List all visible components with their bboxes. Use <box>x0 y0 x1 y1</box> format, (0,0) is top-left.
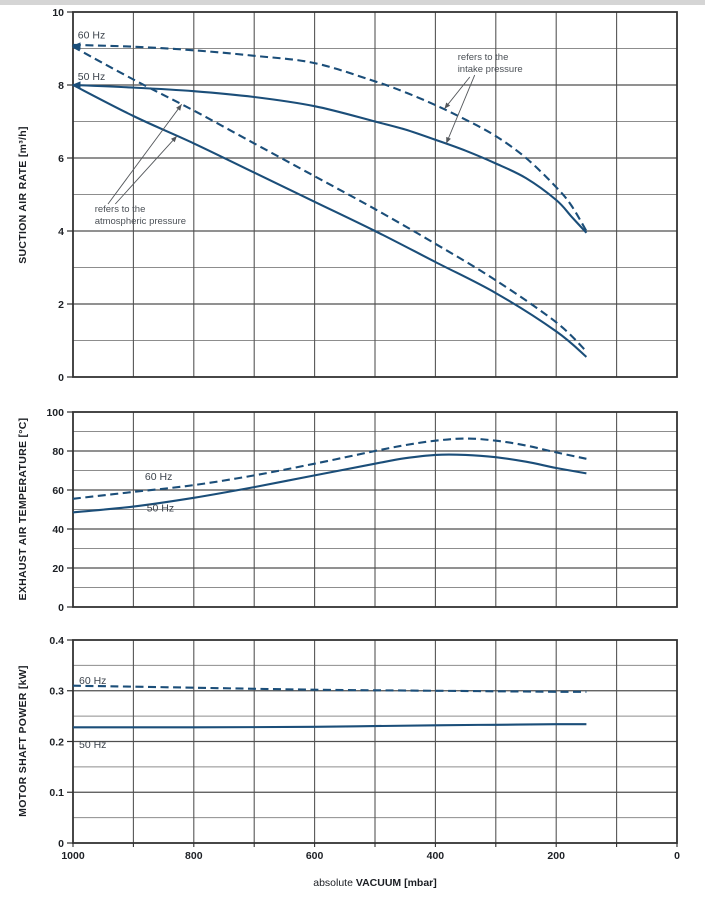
y-tick-label: 0.4 <box>49 635 64 647</box>
x-tick-label: 0 <box>674 850 680 862</box>
annotation-arrowhead-icon <box>176 104 182 111</box>
y-tick-label: 0.1 <box>49 787 64 799</box>
series-50hz-intake-pressure-intake-pressure <box>72 83 588 234</box>
series-50hz <box>72 453 587 514</box>
curve-label-60-hz: 60 Hz <box>79 675 106 687</box>
series-60hz-intake-pressure-intake-pressure <box>72 43 588 232</box>
y-tick-label: 80 <box>52 446 64 458</box>
annotation-arrowhead-icon <box>444 102 451 109</box>
y-tick-label: 20 <box>52 563 64 575</box>
curve-label-60-hz: 60 Hz <box>78 30 105 42</box>
curve-start-arrow-icon <box>71 81 81 89</box>
y-tick-label: 100 <box>46 407 64 419</box>
y-tick-label: 0 <box>58 838 64 850</box>
y-tick-label: 0.2 <box>49 736 64 748</box>
y-tick-label: 0 <box>58 602 64 614</box>
series-60hz-atmospheric-pressure-atmospheric-pressure <box>72 45 588 353</box>
curve-label-50-hz: 50 Hz <box>79 739 106 751</box>
y-tick-label: 8 <box>58 80 64 92</box>
x-tick-label: 600 <box>306 850 324 862</box>
y-tick-label: 0.3 <box>49 686 64 698</box>
exhaust-air-temperature-chart: 0 20 40 60 80 100 60 Hz 50 Hz <box>46 407 678 614</box>
y-tick-label: 6 <box>58 153 64 165</box>
series-50hz-atmospheric-pressure-atmospheric-pressure <box>72 84 588 358</box>
x-axis-title: absolute VACUUM [mbar] <box>313 877 437 889</box>
y-tick-label: 2 <box>58 299 64 311</box>
y-axis-title-exhaust-air-temperature: EXHAUST AIR TEMPERATURE [°C] <box>17 417 29 601</box>
curve-start-arrow-icon <box>71 42 81 50</box>
plot-frame <box>72 11 678 378</box>
annotation-arrowhead-icon <box>171 136 177 143</box>
y-tick-label: 0 <box>58 372 64 384</box>
y-axis-title-suction-air-rate: SUCTION AIR RATE [m³/h] <box>17 126 29 264</box>
page-top-border <box>0 0 705 5</box>
x-tick-label: 400 <box>427 850 445 862</box>
curve-label-60-hz: 60 Hz <box>145 471 172 483</box>
motor-shaft-power-chart: 0 0.1 0.2 0.3 0.4 1000 800 600 400 200 0 60 Hz 50 Hz <box>49 635 680 862</box>
plot-frame <box>72 411 678 608</box>
x-axis-title-prefix: absolute <box>313 877 353 889</box>
series-60hz <box>72 684 587 693</box>
annotation-text: atmospheric pressure <box>95 216 186 227</box>
x-tick-label: 800 <box>185 850 203 862</box>
annotation-text: intake pressure <box>458 64 523 75</box>
annotation-leader-line <box>444 76 471 109</box>
annotation-text: refers to the <box>458 52 509 63</box>
annotation-leader-line <box>445 74 476 144</box>
y-tick-label: 60 <box>52 485 64 497</box>
annotation-arrowhead-icon <box>446 136 451 144</box>
series-50hz <box>72 723 587 729</box>
y-tick-label: 4 <box>58 226 64 238</box>
annotation-leader-line <box>114 135 178 205</box>
y-axis-title-motor-shaft-power: MOTOR SHAFT POWER [kW] <box>17 665 29 817</box>
x-tick-label: 200 <box>547 850 565 862</box>
y-tick-label: 40 <box>52 524 64 536</box>
curve-label-50-hz: 50 Hz <box>147 502 174 514</box>
curve-label-50-hz: 50 Hz <box>78 71 105 83</box>
annotation-text: refers to the <box>95 204 146 215</box>
annotation-leader-line <box>107 104 183 205</box>
x-axis-title-main: VACUUM [mbar] <box>355 877 437 889</box>
x-tick-label: 1000 <box>61 850 85 862</box>
y-tick-label: 10 <box>52 7 64 19</box>
